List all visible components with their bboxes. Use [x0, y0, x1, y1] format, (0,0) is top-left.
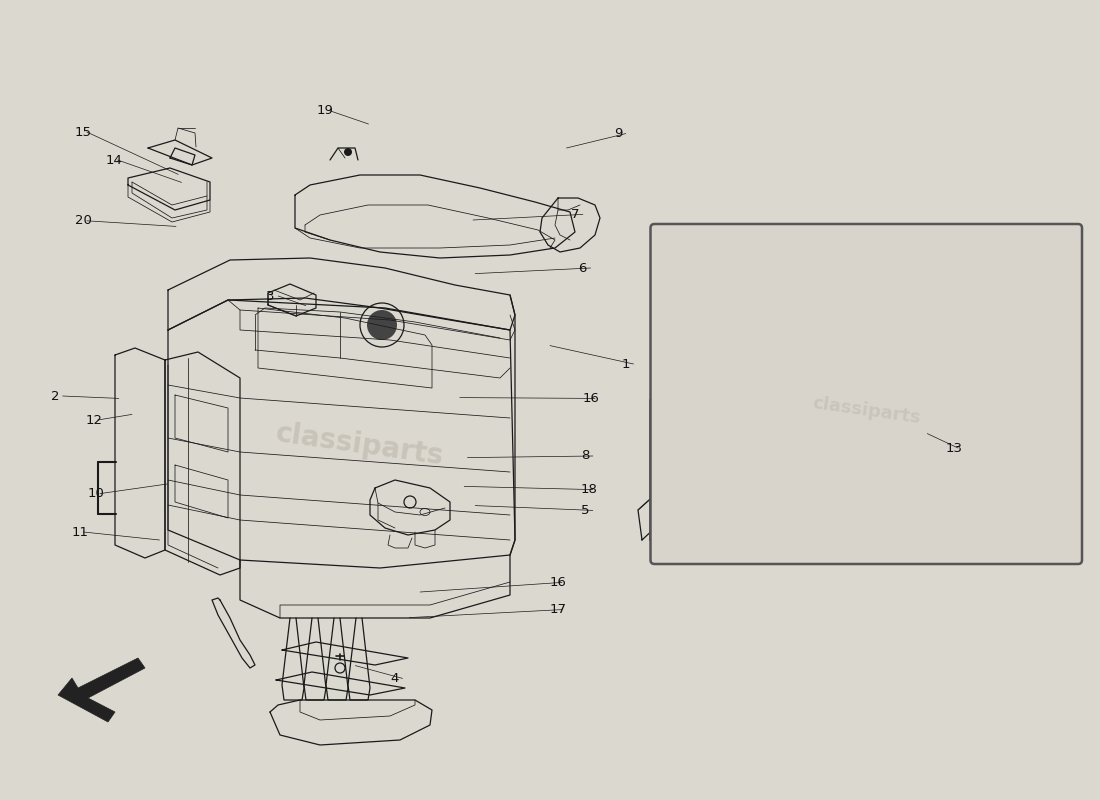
Text: 14: 14	[106, 154, 122, 166]
Text: 11: 11	[72, 526, 88, 538]
Polygon shape	[58, 658, 145, 722]
Text: 9: 9	[614, 127, 623, 140]
Text: 3: 3	[266, 290, 275, 302]
Text: 5: 5	[581, 504, 590, 517]
Text: 10: 10	[88, 487, 104, 500]
Text: 15: 15	[75, 126, 91, 138]
Text: 17: 17	[550, 603, 566, 616]
Text: 16: 16	[583, 392, 600, 405]
Text: 1: 1	[621, 358, 630, 370]
Text: 2: 2	[51, 390, 59, 402]
Text: 6: 6	[579, 262, 587, 274]
Text: 19: 19	[317, 104, 333, 117]
Text: 20: 20	[75, 214, 91, 227]
Text: 4: 4	[390, 672, 399, 685]
Text: 16: 16	[550, 576, 566, 589]
Text: 8: 8	[581, 450, 590, 462]
Circle shape	[344, 148, 352, 156]
Text: classiparts: classiparts	[811, 394, 922, 427]
Text: 12: 12	[86, 414, 102, 426]
Circle shape	[367, 310, 397, 340]
Text: 18: 18	[581, 483, 597, 496]
Text: classiparts: classiparts	[274, 419, 446, 470]
FancyBboxPatch shape	[650, 224, 1082, 564]
Text: 13: 13	[946, 442, 962, 454]
Text: 7: 7	[571, 208, 580, 221]
